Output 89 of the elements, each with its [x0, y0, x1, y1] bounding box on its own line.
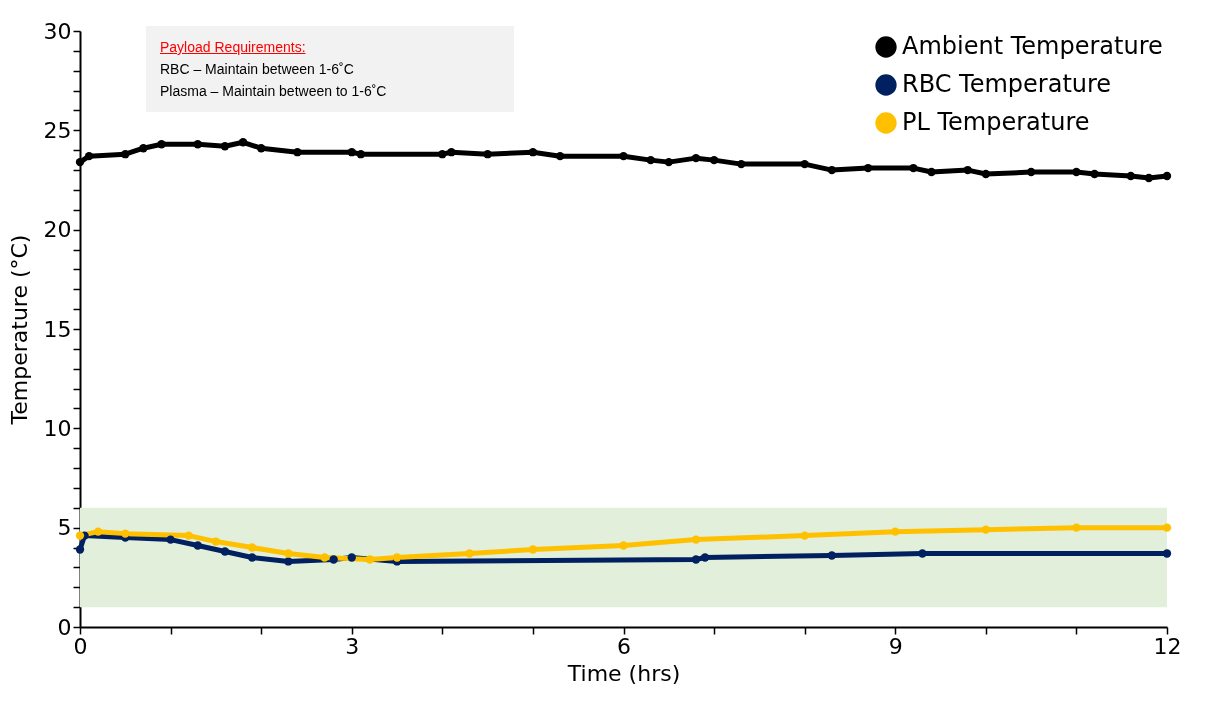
point	[438, 150, 447, 159]
point	[827, 165, 837, 175]
point	[284, 549, 293, 558]
point	[827, 551, 837, 560]
x-tick-label: 9	[888, 633, 903, 659]
point	[166, 535, 175, 544]
y-tick-label: 20	[43, 217, 72, 243]
point	[157, 140, 166, 149]
point	[238, 138, 248, 147]
point	[1072, 523, 1081, 532]
point	[220, 547, 230, 556]
point	[800, 531, 809, 540]
point	[664, 157, 673, 167]
point	[1072, 167, 1081, 177]
x-tick-label: 12	[1153, 633, 1182, 659]
point	[891, 527, 900, 536]
point	[619, 541, 628, 550]
point	[256, 144, 266, 153]
point	[927, 167, 936, 177]
annotation: RBC – Maintain between 1-6˚C	[160, 60, 355, 79]
point	[1162, 171, 1172, 181]
y-tick-label: 10	[43, 415, 72, 441]
point	[863, 163, 873, 173]
point	[1162, 523, 1172, 532]
y-tick-label: 30	[43, 18, 72, 44]
legend-label: RBC Temperature	[902, 70, 1112, 98]
point	[1090, 169, 1099, 179]
point	[918, 549, 927, 558]
point	[284, 557, 293, 566]
point	[528, 545, 538, 554]
point	[75, 545, 85, 554]
point	[963, 165, 972, 175]
point	[139, 144, 148, 153]
point	[329, 555, 338, 564]
point	[691, 535, 701, 544]
point	[909, 163, 918, 173]
point	[465, 549, 474, 558]
point	[1026, 167, 1036, 177]
point	[84, 151, 94, 161]
point	[981, 169, 991, 179]
point	[646, 155, 655, 165]
point	[691, 555, 701, 564]
point	[121, 150, 130, 159]
point	[737, 159, 746, 169]
x-tick-label: 3	[345, 633, 360, 659]
point	[1126, 171, 1135, 181]
y-tick-label: 25	[43, 117, 72, 143]
point	[483, 150, 492, 159]
point	[709, 155, 719, 165]
point	[365, 555, 375, 564]
point	[700, 553, 710, 562]
point	[247, 553, 257, 562]
y-tick-label: 5	[57, 515, 72, 541]
point	[293, 148, 302, 157]
x-tick-label: 0	[73, 633, 88, 659]
point	[75, 157, 85, 167]
annotation: Plasma – Maintain between to 1-6˚C	[160, 82, 388, 101]
point	[1162, 549, 1172, 558]
y-axis-title: Temperature (°C)	[6, 234, 32, 426]
point	[347, 148, 356, 157]
point	[800, 159, 809, 169]
point	[211, 537, 221, 546]
point	[555, 151, 565, 161]
point	[220, 142, 230, 151]
y-tick-label: 15	[43, 316, 72, 342]
y-tick-label: 0	[57, 614, 72, 640]
annotation: Payload Requirements:	[160, 38, 307, 57]
legend-label: Ambient Temperature	[902, 32, 1163, 60]
note-box: Payload Requirements: RBC – Maintain between 1-6˚C Plasma – Maintain between to 1-6˚C	[146, 26, 514, 112]
point	[184, 531, 193, 540]
point	[528, 148, 538, 157]
point	[1144, 173, 1154, 183]
point	[320, 553, 329, 562]
point	[691, 153, 701, 163]
point	[193, 541, 202, 550]
point	[981, 525, 991, 534]
point	[93, 527, 103, 536]
point	[193, 140, 202, 149]
point	[75, 531, 85, 540]
point	[247, 543, 257, 552]
point	[392, 553, 402, 562]
point	[619, 151, 628, 161]
point	[347, 553, 356, 562]
x-tick-label: 6	[617, 633, 631, 659]
point	[121, 529, 130, 538]
point	[447, 148, 456, 157]
point	[356, 150, 365, 159]
legend-label: PL Temperature	[902, 108, 1090, 136]
x-axis-title: Time (hrs)	[566, 660, 681, 686]
